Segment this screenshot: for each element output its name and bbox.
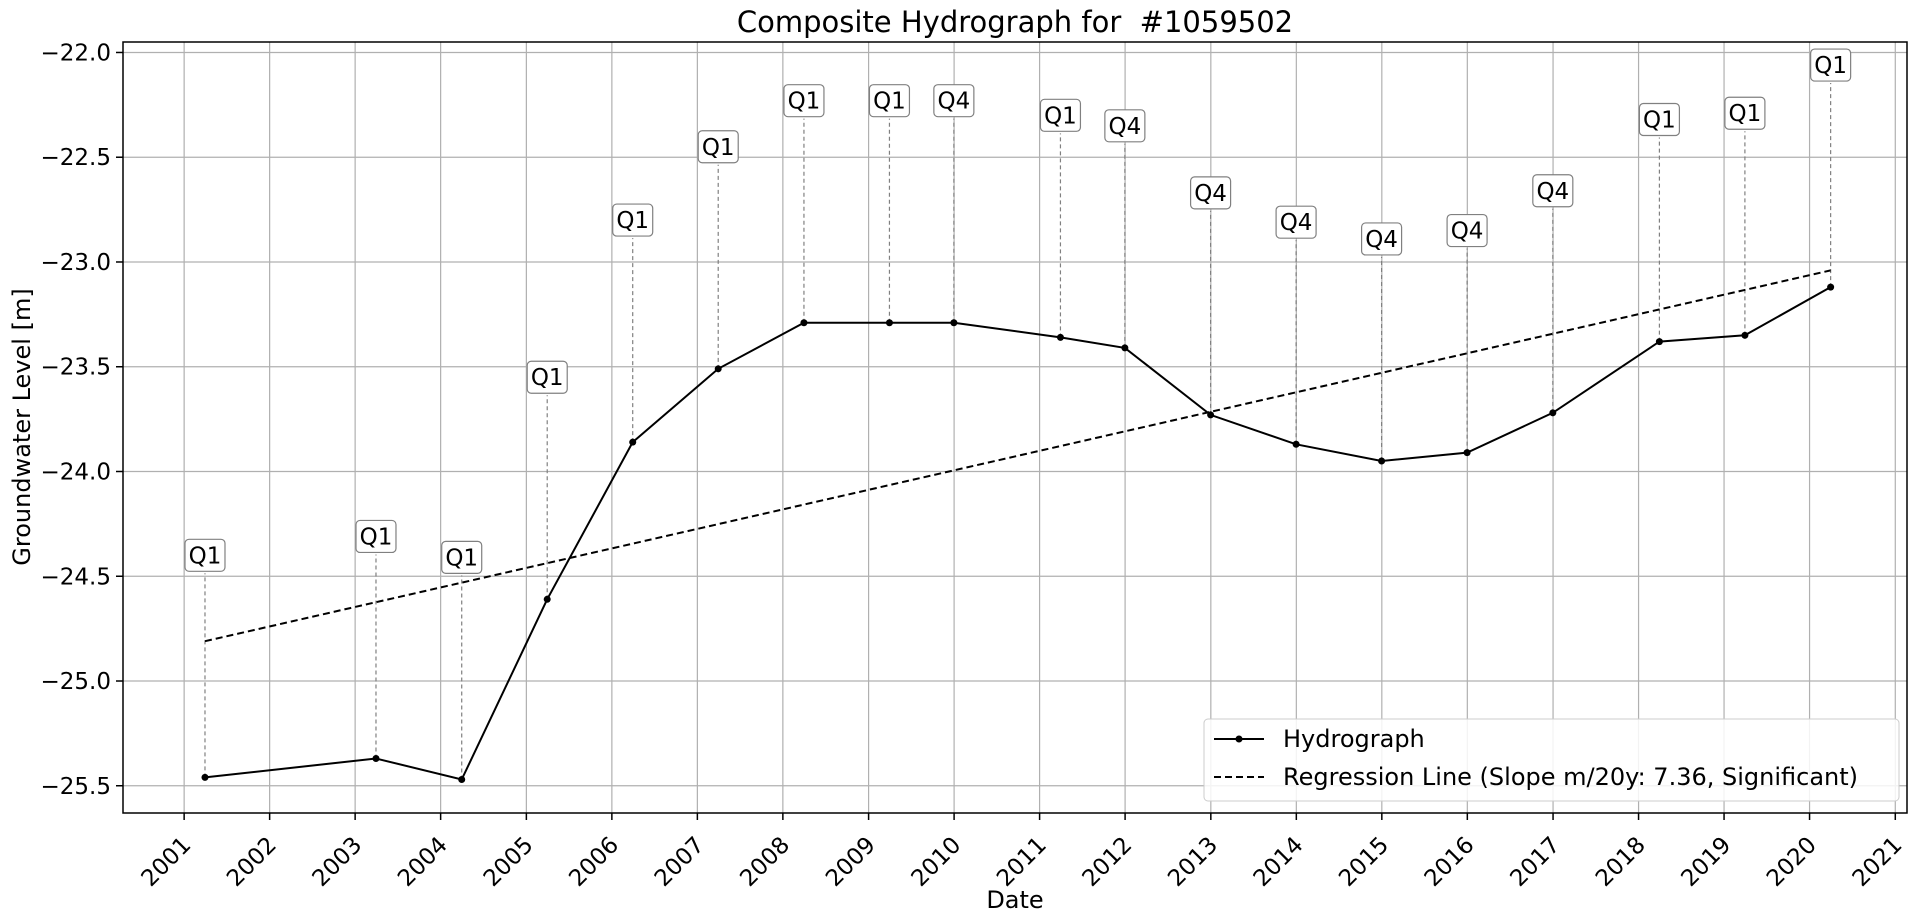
point-label: Q4 [1104,109,1146,143]
point-label-text: Q1 [531,365,564,391]
plot-frame [122,41,1908,814]
point-label: Q1 [697,130,739,164]
point-label-text: Q1 [1729,101,1762,127]
y-tick-label: −25.0 [41,669,111,695]
point-label: Q1 [1039,98,1082,132]
series [201,269,1835,783]
y-tick-label: −24.0 [41,459,111,485]
hydrograph-point [1292,440,1300,448]
point-label-text: Q4 [1108,114,1141,140]
hydrograph-point [950,319,958,327]
regression-line [204,269,1831,643]
point-label-box [697,130,739,164]
point-label-box [1638,102,1681,137]
legend: Hydrograph Regression Line (Slope m/20y:… [1203,718,1900,802]
hydrograph-point [885,319,893,327]
y-tick-label: −23.5 [41,355,111,381]
point-label-box [1039,98,1082,132]
hydrograph-point [1741,331,1749,339]
point-label: Q1 [612,203,654,237]
point-label-text: Q1 [189,543,222,569]
point-label-box [1532,174,1574,208]
hydrograph-point [714,365,722,373]
point-label: Q1 [526,360,568,394]
point-label-box [933,84,975,118]
point-label-box [355,519,397,554]
hydrograph-point [1207,411,1215,419]
hydrograph-point [1056,333,1064,341]
point-label-box [1446,213,1488,248]
hydrograph-point [629,438,637,446]
hydrograph-point [1549,409,1557,417]
point-label-box [1275,205,1317,239]
legend-box [1203,718,1900,802]
point-label-box [441,540,483,574]
x-axis-label: Date [986,886,1043,914]
hydrograph-point [1827,283,1835,291]
y-tick-label: −24.5 [41,564,111,590]
point-label: Q1 [184,538,226,572]
y-tick-label: −25.5 [41,774,111,800]
y-tick-label: −23.0 [41,250,111,276]
point-label: Q1 [783,84,825,118]
y-axis-label: Groundwater Level [m] [8,288,36,565]
point-label-text: Q4 [1536,179,1569,205]
legend-hydrograph-marker [1235,735,1243,743]
point-label-text: Q1 [788,89,821,115]
point-label-text: Q1 [1814,53,1847,79]
legend-regression-label: Regression Line (Slope m/20y: 7.36, Sign… [1283,763,1858,791]
point-label: Q1 [868,84,911,118]
point-label-text: Q1 [702,135,735,161]
hydrograph-point [201,773,209,781]
point-label-box [1810,48,1852,82]
point-label-box [184,538,226,572]
point-label-box [1189,176,1232,210]
point-label-text: Q4 [1451,219,1484,245]
point-label: Q4 [1360,222,1403,256]
annotation-leaders [204,83,1832,780]
point-label: Q4 [1532,174,1574,208]
hydrograph-point [372,755,380,763]
point-label-box [868,84,911,118]
chart-title: Composite Hydrograph for #1059502 [737,5,1293,39]
point-label-box [1724,96,1766,130]
point-label-text: Q1 [1643,108,1676,134]
hydrograph-point [1378,457,1386,465]
point-labels: Q1 Q1 Q1 Q1 Q1 Q1 Q1 Q1 Q4 Q1 Q4 Q4 Q4 Q4 Q4 Q4 Q1 Q1 Q1 [184,48,1852,574]
point-label-box [612,203,654,237]
hydrograph-point [458,775,466,783]
point-label-box [783,84,825,118]
point-label-text: Q1 [873,89,906,115]
legend-hydrograph-label: Hydrograph [1283,725,1425,753]
point-label: Q1 [441,540,483,574]
point-label-text: Q1 [1044,103,1077,129]
point-label: Q4 [933,84,975,118]
hydrograph-point [543,595,551,603]
point-label-text: Q1 [445,545,478,571]
hydrograph-point [1655,338,1663,346]
point-label: Q4 [1446,213,1488,248]
hydrograph-point [1463,449,1471,457]
y-tick-label: −22.5 [41,145,111,171]
point-label-box [526,360,568,394]
point-label-text: Q1 [616,208,649,234]
point-label: Q1 [1724,96,1766,130]
point-label: Q1 [1638,102,1681,137]
point-label-text: Q1 [360,524,393,550]
point-label-text: Q4 [1365,227,1398,253]
point-label: Q1 [1810,48,1852,82]
point-label-text: Q4 [1280,210,1313,236]
y-tick-label: −22.0 [41,40,111,66]
point-label-text: Q4 [1194,181,1227,207]
point-label-box [1360,222,1403,256]
point-label-text: Q4 [937,89,970,115]
point-label: Q1 [355,519,397,554]
grid [123,42,1907,813]
hydrograph-point [1121,344,1129,352]
point-label-box [1104,109,1146,143]
point-label: Q4 [1275,205,1317,239]
hydrograph-point [800,319,808,327]
point-label: Q4 [1189,176,1232,210]
